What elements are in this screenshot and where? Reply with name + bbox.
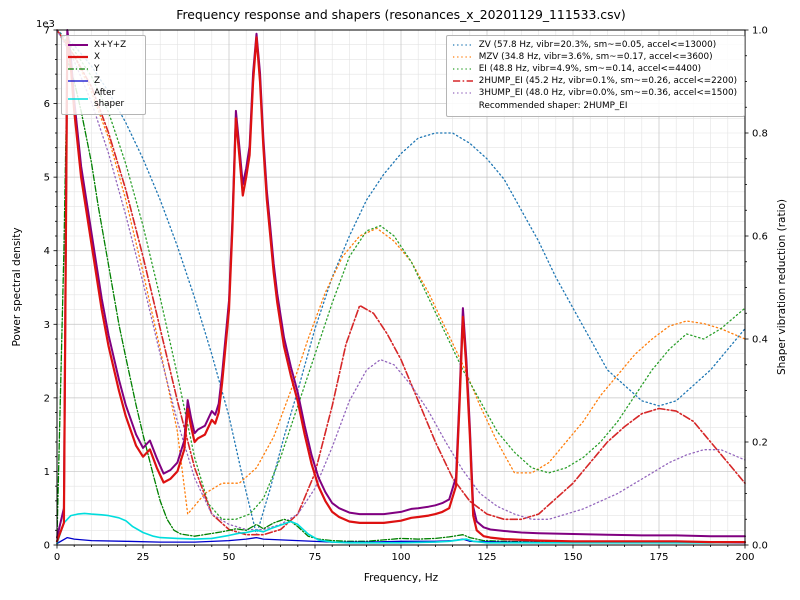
y-right-tick-label: 0.6 bbox=[752, 232, 768, 243]
legend-line-sample bbox=[68, 80, 88, 83]
series-y bbox=[56, 58, 746, 543]
legend-entry: 2HUMP_EI (45.2 Hz, vibr=0.1%, sm~=0.26, … bbox=[452, 76, 737, 87]
chart-title: Frequency response and shapers (resonanc… bbox=[176, 7, 626, 22]
y-right-tick-label: 0.0 bbox=[752, 541, 768, 552]
series-2hump-ei bbox=[56, 29, 746, 536]
legend-label: Z bbox=[94, 75, 101, 86]
legend-label: MZV (34.8 Hz, vibr=3.6%, sm~=0.17, accel… bbox=[478, 51, 713, 62]
legend-line-sample bbox=[68, 98, 88, 100]
y-left-tick-label: 5 bbox=[44, 173, 50, 184]
x-tick-label: 0 bbox=[54, 552, 60, 563]
legend-label: X bbox=[94, 51, 101, 62]
legend-entry: X bbox=[67, 52, 138, 63]
legend-line-sample bbox=[68, 56, 88, 59]
legend-label: 2HUMP_EI (45.2 Hz, vibr=0.1%, sm~=0.26, … bbox=[478, 75, 737, 86]
legend-entry: Z bbox=[67, 76, 138, 87]
y-right-tick-label: 0.8 bbox=[752, 129, 768, 140]
y-right-tick-label: 0.2 bbox=[752, 438, 768, 449]
y-left-tick-label: 0 bbox=[44, 541, 50, 552]
legend-entry: ZV (57.8 Hz, vibr=20.3%, sm~=0.05, accel… bbox=[452, 40, 737, 51]
legend-entry: After shaper bbox=[67, 88, 138, 110]
legend-entry: X+Y+Z bbox=[67, 40, 138, 51]
legend-entry: Y bbox=[67, 64, 138, 75]
x-tick-label: 100 bbox=[391, 552, 410, 563]
recommended-shaper-note: Recommended shaper: 2HUMP_EI bbox=[478, 100, 628, 111]
legend-psd-curves: X+Y+Z X Y Z After shaper bbox=[61, 35, 146, 115]
x-tick-label: 50 bbox=[223, 552, 236, 563]
legend-line-sample bbox=[452, 44, 473, 47]
legend-entry: 3HUMP_EI (48.0 Hz, vibr=0.0%, sm~=0.36, … bbox=[452, 88, 737, 99]
legend-label: After shaper bbox=[94, 87, 125, 109]
y-right-tick-label: 1.0 bbox=[752, 26, 768, 37]
series-mzv bbox=[56, 29, 746, 515]
series-x bbox=[55, 36, 747, 544]
legend-line-sample bbox=[68, 68, 88, 71]
x-tick-label: 25 bbox=[137, 552, 150, 563]
legend-label: X+Y+Z bbox=[94, 40, 127, 50]
y-left-tick-label: 7 bbox=[44, 26, 50, 37]
legend-line-sample bbox=[452, 56, 473, 59]
series-ei bbox=[56, 29, 746, 520]
y-left-tick-label: 1 bbox=[44, 467, 50, 478]
x-axis-label: Frequency, Hz bbox=[363, 572, 439, 584]
x-tick-label: 125 bbox=[477, 552, 496, 563]
y-axis-label-right: Shaper vibration reduction (ratio) bbox=[776, 198, 788, 376]
legend-line-sample bbox=[452, 80, 473, 83]
series-3hump-ei bbox=[56, 29, 746, 531]
legend-label: Y bbox=[94, 63, 100, 74]
y-right-tick-label: 0.4 bbox=[752, 335, 768, 346]
x-tick-label: 200 bbox=[735, 552, 754, 563]
legend-line-sample bbox=[452, 68, 473, 71]
x-tick-label: 175 bbox=[649, 552, 668, 563]
series-zv bbox=[56, 29, 746, 536]
legend-entry: MZV (34.8 Hz, vibr=3.6%, sm~=0.17, accel… bbox=[452, 52, 737, 63]
y-left-tick-label: 2 bbox=[44, 393, 50, 404]
y-left-tick-label: 4 bbox=[44, 246, 50, 257]
tick-marks bbox=[53, 29, 749, 549]
y-axis-multiplier: 1e3 bbox=[36, 19, 55, 30]
y-axis-label-left: Power spectral density bbox=[11, 227, 23, 347]
y-left-tick-label: 3 bbox=[44, 320, 50, 331]
legend-label: 3HUMP_EI (48.0 Hz, vibr=0.0%, sm~=0.36, … bbox=[478, 87, 737, 98]
legend-line-sample bbox=[68, 44, 88, 47]
legend-shapers: ZV (57.8 Hz, vibr=20.3%, sm~=0.05, accel… bbox=[445, 35, 745, 117]
legend-label: EI (48.8 Hz, vibr=4.9%, sm~=0.14, accel<… bbox=[478, 63, 702, 74]
y-left-tick-label: 6 bbox=[44, 99, 50, 110]
legend-entry: EI (48.8 Hz, vibr=4.9%, sm~=0.14, accel<… bbox=[452, 64, 737, 75]
legend-label: ZV (57.8 Hz, vibr=20.3%, sm~=0.05, accel… bbox=[478, 40, 717, 50]
x-tick-label: 75 bbox=[309, 552, 322, 563]
x-tick-label: 150 bbox=[563, 552, 582, 563]
series-after-shaper bbox=[56, 512, 746, 545]
legend-line-sample bbox=[452, 92, 473, 95]
